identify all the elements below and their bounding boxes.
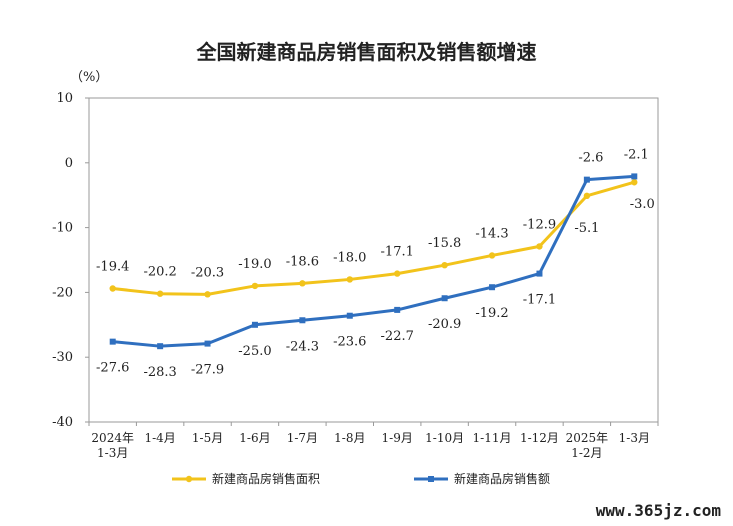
series-1-point [204, 291, 211, 298]
x-tick-label: 1-5月 [192, 431, 223, 445]
series-2-point [157, 343, 164, 350]
series-1-point [156, 290, 164, 297]
series-2-point [441, 295, 448, 302]
series-2-point [631, 173, 638, 180]
data-label: -27.9 [191, 363, 224, 378]
series-2-point [583, 176, 590, 183]
data-label: -18.6 [286, 254, 319, 269]
data-label: -17.1 [523, 293, 556, 308]
series-1-point [346, 276, 353, 283]
series-2-point [346, 312, 353, 319]
x-tick-label: 1-10月 [425, 431, 464, 445]
data-label: -27.6 [96, 361, 129, 376]
y-tick-label: -20 [52, 285, 73, 300]
y-tick-label: -40 [52, 415, 73, 430]
series-1-point [583, 192, 591, 200]
x-tick-label: 1-6月 [239, 431, 270, 445]
data-label: -28.3 [143, 365, 176, 380]
series-1-point [536, 243, 543, 250]
series-1-point [394, 270, 401, 277]
x-tick-label: 2024年 1-3月 [91, 431, 134, 460]
data-label: -18.0 [333, 250, 366, 265]
data-label: -20.2 [143, 265, 176, 280]
data-label: -20.9 [428, 317, 461, 332]
legend-label-1: 新建商品房销售面积 [212, 471, 320, 486]
series-2-point [204, 340, 211, 347]
series-1-point [441, 261, 448, 269]
data-label: -19.0 [238, 257, 271, 272]
x-tick-label: 1-7月 [287, 431, 318, 445]
y-tick-label: 0 [65, 156, 73, 171]
series-2-point [109, 338, 116, 345]
series-1-point [251, 282, 259, 290]
x-tick-label: 1-3月 [619, 431, 650, 445]
data-label: -12.9 [523, 217, 556, 232]
chart-title: 全国新建商品房销售面积及销售额增速 [196, 40, 537, 64]
x-tick-label: 1-12月 [520, 431, 559, 445]
x-tick-label: 1-8月 [334, 431, 365, 445]
data-label: -22.7 [381, 329, 414, 344]
data-label: -3.0 [630, 197, 655, 212]
x-tick-label: 1-11月 [473, 431, 512, 445]
y-tick-label: -10 [52, 221, 73, 236]
data-label: -5.1 [574, 221, 599, 236]
data-label: -24.3 [286, 339, 319, 354]
data-label: -15.8 [428, 236, 461, 251]
legend-label-2: 新建商品房销售额 [454, 471, 550, 486]
data-label: -2.1 [624, 147, 649, 162]
data-label: -20.3 [191, 265, 224, 280]
x-tick-label: 1-9月 [382, 431, 413, 445]
series-2-point [536, 270, 543, 277]
data-label: -2.6 [578, 151, 603, 166]
series-1-point [109, 285, 116, 292]
series-line-2 [112, 174, 635, 348]
series-2-point [299, 317, 306, 324]
data-label: -23.6 [333, 335, 366, 350]
series-2-point [251, 321, 258, 328]
y-tick-label: 10 [56, 91, 73, 106]
series-line-1 [112, 180, 635, 296]
legend-marker-2 [428, 476, 434, 482]
series-1-point [299, 280, 306, 287]
series-1-point [488, 252, 496, 259]
y-tick-label: -30 [52, 350, 73, 365]
legend-marker-1 [185, 475, 193, 483]
data-label: -25.0 [238, 344, 271, 359]
data-label: -14.3 [475, 226, 508, 241]
x-tick-label: 1-4月 [144, 431, 175, 445]
data-label: -17.1 [381, 245, 414, 260]
watermark: www.365jz.com [595, 501, 721, 520]
y-axis-unit-label: （%） [70, 70, 109, 85]
x-tick-label: 2025年 1-2月 [566, 431, 609, 460]
series-2-point [394, 306, 401, 313]
data-label: -19.4 [96, 260, 129, 275]
series-2-point [489, 284, 496, 291]
data-label: -19.2 [475, 306, 508, 321]
series-1-point [631, 179, 638, 186]
